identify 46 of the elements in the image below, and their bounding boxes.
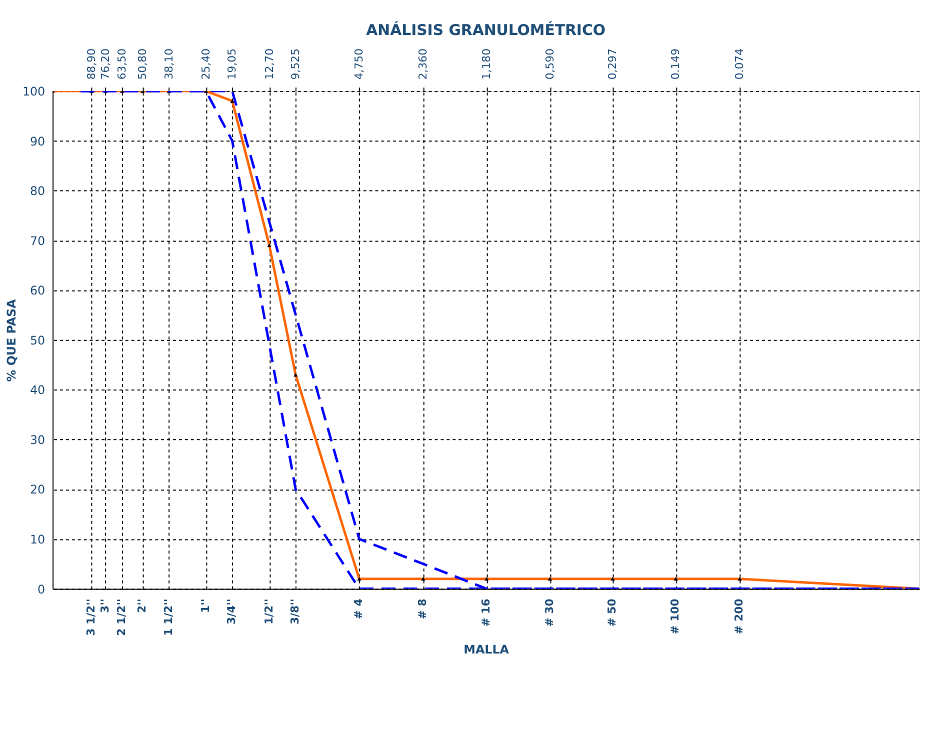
text: # 100 [668,598,682,634]
y-tick-label: 80 [30,184,46,198]
text: # 30 [542,598,556,627]
text: # 16 [480,598,493,627]
x-tick-label: 9,525 [289,48,302,80]
x-axis-title: MALLA [464,642,510,657]
x-tick-label: 4,750 [352,48,366,80]
text: # 8 [416,598,430,620]
x-tick-label: 1,180 [480,48,494,80]
text: 2 1/2'' [115,598,128,636]
x-tick-label: 76,20 [98,48,112,80]
text: 3'' [98,598,112,613]
x-tick-label: 19,05 [226,48,239,80]
text: # 4 [352,598,366,620]
text: # 200 [732,598,746,634]
y-tick-label: 100 [22,84,46,99]
x-tick-label: 0,297 [606,48,620,80]
text: 3/8'' [288,598,302,625]
x-tick-label: 38,10 [162,48,176,80]
y-axis-title: % QUE PASA [4,298,18,382]
x-tick-label: 0,590 [543,48,556,80]
x-tick-label: 0.074 [733,48,746,80]
text: # 50 [606,598,619,627]
x-tick-label: 12,70 [262,48,276,80]
x-tick-label: 2,360 [416,48,430,80]
chart-title: ANÁLISIS GRANULOMÉTRICO [366,21,606,40]
text: 1'' [198,598,212,613]
text: 2'' [136,598,149,613]
text: 1 1/2'' [162,598,175,636]
x-tick-label: 25,40 [199,48,212,80]
x-tick-label: 88,90 [84,48,98,80]
x-tick-label: 63,50 [116,48,129,80]
text: 1/2'' [262,598,276,625]
y-tick-label: 70 [30,234,46,248]
y-tick-label: 20 [30,482,46,497]
x-tick-label: 50,80 [136,48,150,80]
y-tick-label: 50 [30,333,46,348]
y-tick-label: 0 [38,582,46,596]
y-tick-label: 40 [30,383,46,398]
y-tick-label: 30 [30,432,46,447]
y-tick-label: 60 [30,284,46,298]
y-tick-label: 10 [30,532,46,546]
x-tick-label: 0.149 [669,48,682,80]
y-tick-label: 90 [30,134,46,148]
text: 3/4'' [225,598,238,625]
text: 3 1/2'' [84,598,98,636]
